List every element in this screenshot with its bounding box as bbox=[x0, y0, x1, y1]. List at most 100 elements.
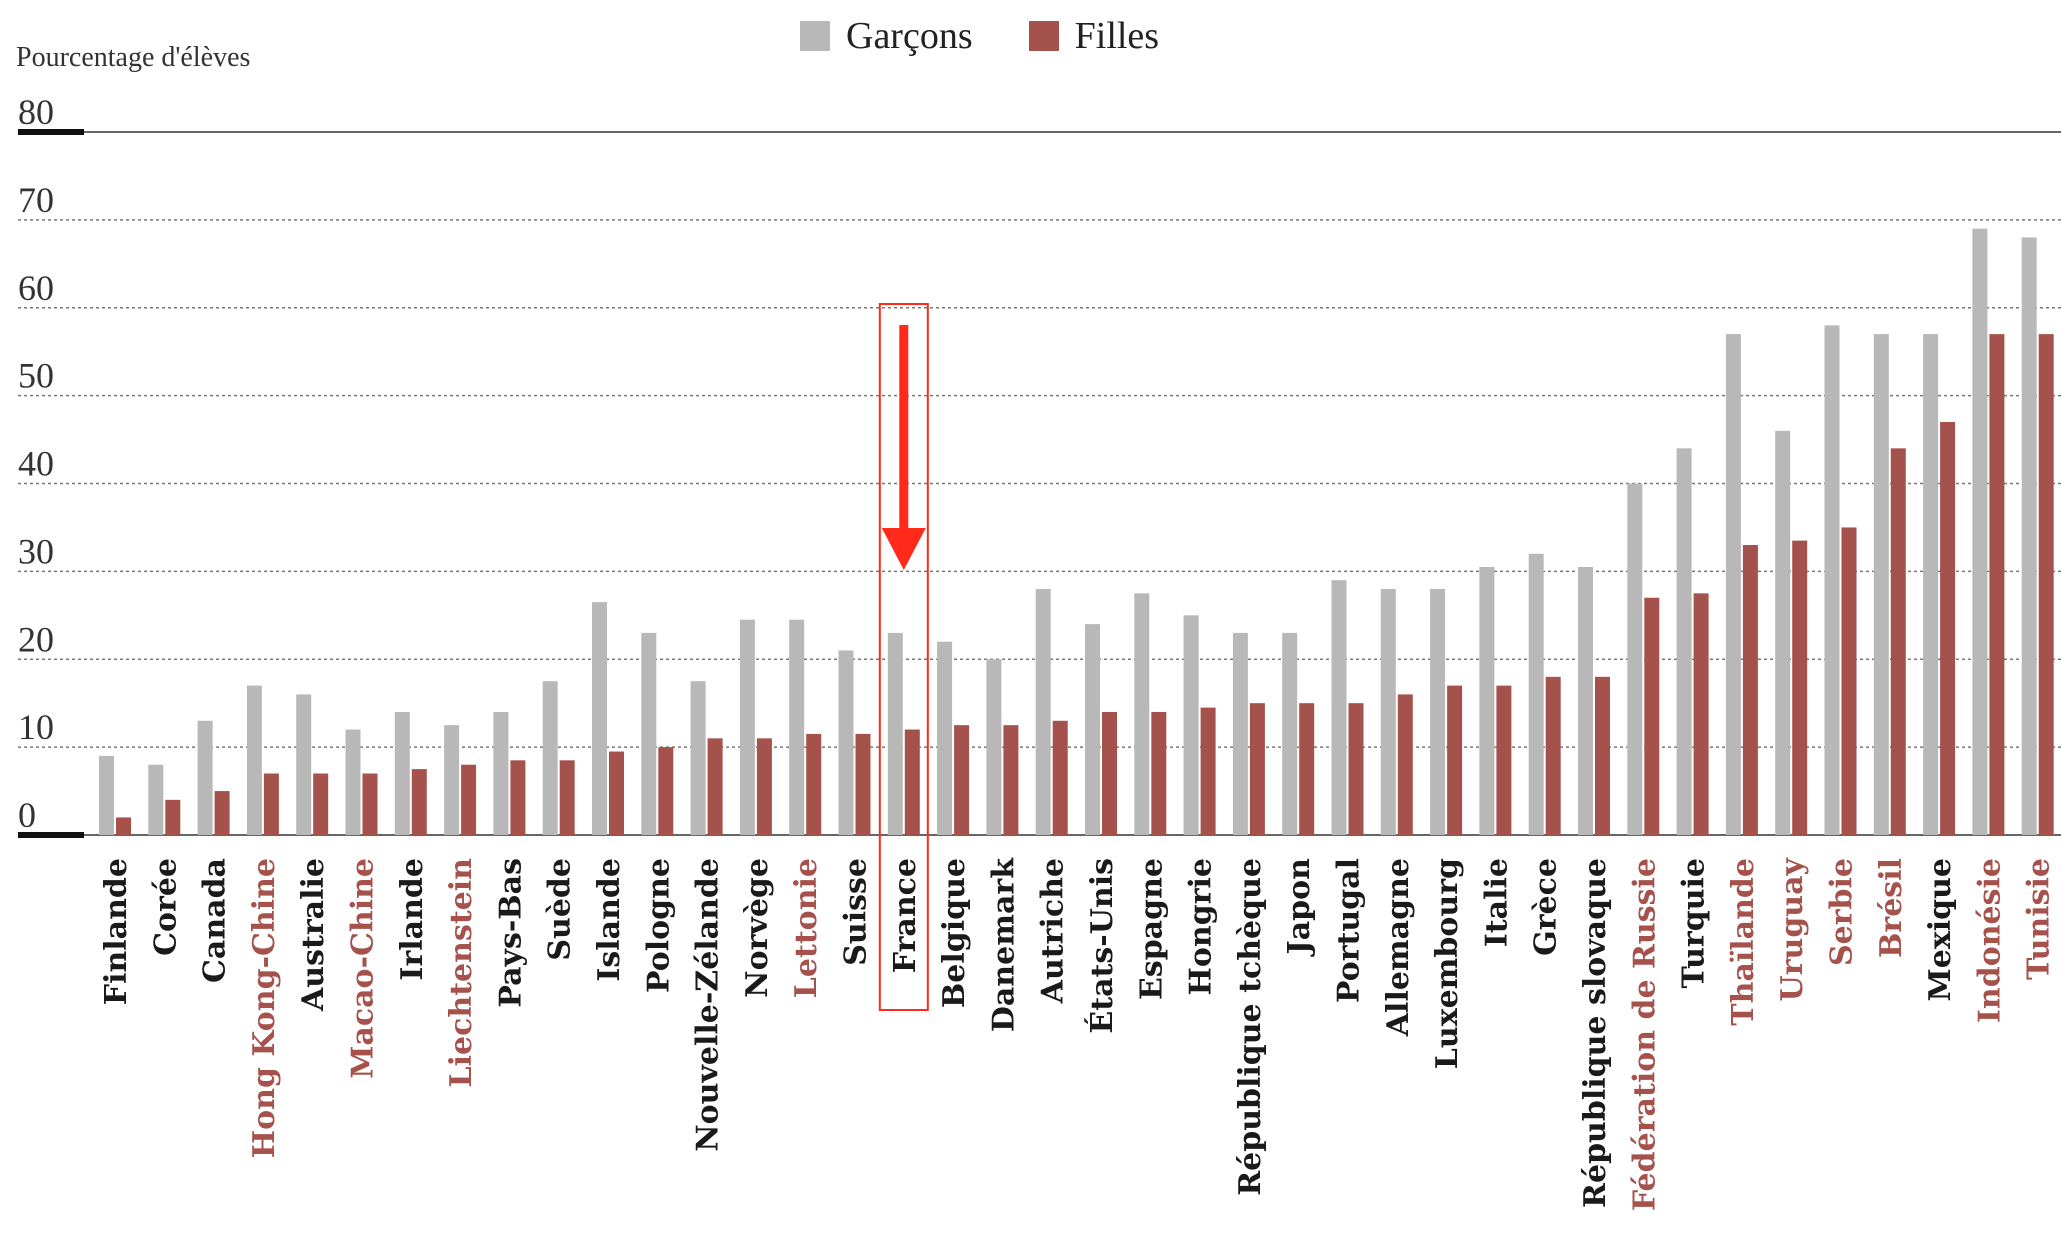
bar-garcons bbox=[394, 711, 410, 835]
x-tick-label: Allemagne bbox=[1381, 858, 1416, 1037]
x-tick-label: Pays-Bas bbox=[493, 858, 528, 1008]
bar-filles bbox=[1200, 707, 1216, 835]
bar-garcons bbox=[887, 632, 903, 835]
x-tick-label: République slovaque bbox=[1578, 858, 1613, 1208]
bar-filles bbox=[411, 769, 427, 835]
bar-filles bbox=[1742, 545, 1758, 835]
y-tick-label-20: 20 bbox=[18, 619, 54, 659]
bar-garcons bbox=[1282, 632, 1298, 835]
x-tick-label: Portugal bbox=[1332, 858, 1367, 1003]
bar-filles bbox=[658, 747, 674, 835]
x-tick-label: Canada bbox=[198, 858, 233, 983]
y-tick-label-70: 70 bbox=[18, 180, 54, 220]
legend-label-filles: Filles bbox=[1074, 15, 1160, 57]
bar-filles bbox=[116, 817, 131, 835]
bar-garcons bbox=[937, 641, 953, 835]
bar-filles bbox=[559, 760, 575, 835]
bar-garcons bbox=[246, 685, 262, 835]
bar-filles bbox=[756, 738, 772, 835]
bar-garcons bbox=[493, 711, 509, 835]
bar-filles bbox=[510, 760, 526, 835]
bar-filles bbox=[165, 799, 181, 835]
bar-garcons bbox=[1775, 430, 1791, 835]
x-tick-label: Luxembourg bbox=[1430, 858, 1465, 1069]
x-tick-label: Tunisie bbox=[2022, 858, 2057, 980]
bar-garcons bbox=[1479, 566, 1495, 835]
x-tick-label: France bbox=[888, 858, 923, 973]
legend-swatch-filles bbox=[1028, 21, 1059, 51]
bar-filles bbox=[214, 791, 230, 835]
x-tick-label: Suisse bbox=[839, 858, 874, 966]
bar-filles bbox=[1151, 711, 1167, 835]
bar-garcons bbox=[1873, 334, 1889, 835]
x-tick-label: Hongrie bbox=[1184, 858, 1219, 995]
bar-filles bbox=[904, 729, 920, 835]
bar-filles bbox=[1003, 725, 1019, 835]
bar-garcons bbox=[1972, 228, 1988, 836]
bar-garcons bbox=[444, 725, 460, 835]
bar-filles bbox=[1496, 685, 1512, 835]
bar-garcons bbox=[986, 659, 1002, 835]
bar-garcons bbox=[739, 619, 755, 835]
bar-garcons bbox=[148, 764, 164, 835]
bar-filles bbox=[1989, 334, 2005, 835]
bar-garcons bbox=[1627, 483, 1643, 835]
x-tick-label: Hong Kong-Chine bbox=[247, 858, 282, 1158]
legend-item-filles: Filles bbox=[1028, 14, 1160, 58]
y-tick-label-40: 40 bbox=[18, 444, 54, 484]
legend-item-garcons: Garçons bbox=[800, 14, 973, 58]
bar-garcons bbox=[690, 681, 706, 835]
legend-swatch-garcons bbox=[800, 21, 830, 51]
y-tick-label-60: 60 bbox=[18, 268, 54, 308]
bar-filles bbox=[1792, 540, 1808, 835]
x-tick-label: Autriche bbox=[1036, 858, 1071, 1004]
bar-filles bbox=[1348, 703, 1364, 835]
x-tick-label: Suède bbox=[543, 858, 578, 961]
bar-garcons bbox=[542, 681, 558, 835]
bar-filles bbox=[806, 733, 822, 835]
bar-garcons bbox=[1134, 593, 1150, 835]
bar-garcons bbox=[1824, 325, 1840, 835]
x-tick-label: République tchèque bbox=[1233, 858, 1268, 1196]
bar-garcons bbox=[296, 694, 312, 835]
bar-filles bbox=[1595, 676, 1610, 835]
bar-filles bbox=[1890, 448, 1906, 835]
x-tick-label: Japon bbox=[1282, 858, 1317, 958]
bar-filles bbox=[461, 764, 477, 835]
bar-filles bbox=[1052, 720, 1068, 835]
bar-garcons bbox=[1528, 553, 1544, 835]
bar-garcons bbox=[345, 729, 361, 835]
bar-filles bbox=[2038, 334, 2054, 835]
x-tick-label: Finlande bbox=[99, 858, 134, 1005]
x-tick-label: Thaïlande bbox=[1726, 858, 1761, 1026]
bar-filles bbox=[1693, 593, 1709, 835]
bar-garcons bbox=[1183, 615, 1199, 835]
y-tick-label-50: 50 bbox=[18, 356, 54, 396]
bar-filles bbox=[362, 773, 378, 835]
x-tick-label: Danemark bbox=[986, 857, 1021, 1032]
bar-garcons bbox=[197, 720, 213, 835]
bar-filles bbox=[707, 738, 723, 835]
x-tick-label: Mexique bbox=[1923, 858, 1958, 1001]
y-tick-label-0: 0 bbox=[18, 795, 36, 835]
bar-filles bbox=[263, 773, 279, 835]
bar-garcons bbox=[1578, 566, 1593, 835]
x-tick-label: Nouvelle-Zélande bbox=[691, 858, 726, 1152]
x-tick-label: Indonésie bbox=[1972, 858, 2007, 1023]
x-tick-label: Espagne bbox=[1134, 858, 1169, 1000]
bar-garcons bbox=[1331, 580, 1347, 835]
x-tick-label: Pologne bbox=[641, 858, 676, 993]
x-tick-label: Australie bbox=[296, 858, 331, 1012]
x-tick-label: Turquie bbox=[1677, 858, 1712, 988]
bar-filles bbox=[1249, 703, 1265, 835]
bar-filles bbox=[1299, 703, 1315, 835]
bar-filles bbox=[954, 725, 970, 835]
bar-filles bbox=[855, 733, 871, 835]
x-tick-label: Liechtenstein bbox=[444, 858, 479, 1088]
highlight-arrow-head bbox=[881, 528, 926, 570]
x-tick-label: Islande bbox=[592, 858, 627, 982]
legend: Garçons Filles bbox=[800, 14, 1215, 58]
bar-garcons bbox=[1380, 588, 1396, 835]
x-tick-label: États-Unis bbox=[1084, 858, 1120, 1034]
x-tick-label: Corée bbox=[148, 858, 183, 956]
